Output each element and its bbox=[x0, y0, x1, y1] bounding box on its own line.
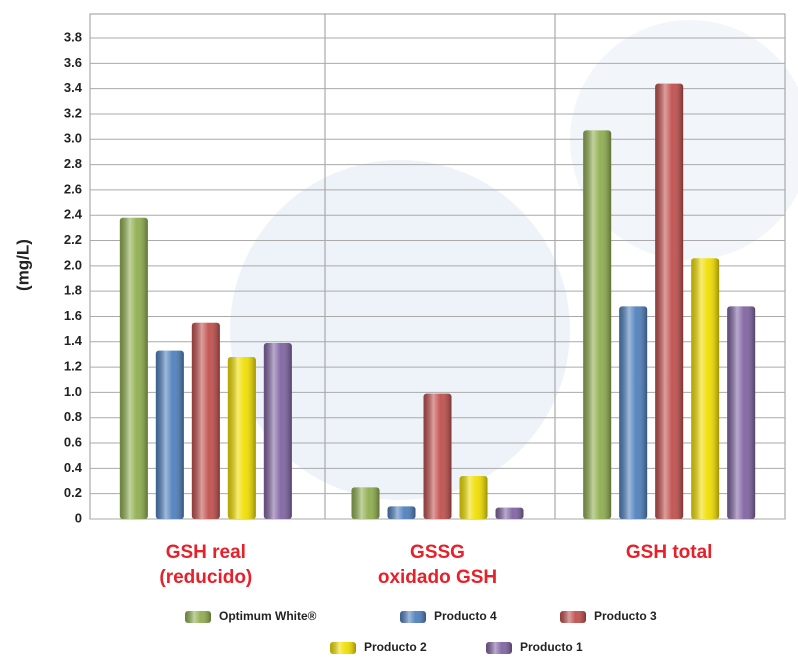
bar bbox=[155, 350, 184, 519]
legend-label: Optimum White® bbox=[219, 609, 317, 623]
bar bbox=[619, 306, 648, 519]
y-tick-label: 2.2 bbox=[64, 232, 82, 247]
y-tick-label: 0.4 bbox=[64, 460, 83, 475]
y-tick-label: 1.4 bbox=[64, 333, 83, 348]
y-tick-label: 2.0 bbox=[64, 257, 82, 272]
y-tick-label: 3.2 bbox=[64, 105, 82, 120]
y-tick-label: 1.8 bbox=[64, 283, 82, 298]
y-tick-label: 2.6 bbox=[64, 181, 82, 196]
background-shape bbox=[570, 20, 798, 260]
x-tick-label: GSSG oxidado GSH bbox=[377, 542, 498, 588]
bar bbox=[191, 322, 220, 519]
y-tick-label: 3.6 bbox=[64, 55, 82, 70]
bar bbox=[227, 356, 256, 519]
bar bbox=[263, 343, 292, 519]
legend-swatch-shading bbox=[330, 642, 356, 654]
y-tick-label: 1.2 bbox=[64, 359, 82, 374]
legend-swatch-shading bbox=[486, 642, 512, 654]
y-tick-label: 0.8 bbox=[64, 409, 82, 424]
bar bbox=[727, 306, 756, 519]
legend-swatch-shading bbox=[400, 611, 426, 623]
y-tick-label: 0.6 bbox=[64, 434, 82, 449]
legend-swatch-shading bbox=[185, 611, 211, 623]
bar bbox=[423, 393, 452, 519]
x-tick-label: GSH real (reducido) bbox=[159, 542, 253, 588]
y-tick-label: 1.6 bbox=[64, 308, 82, 323]
bar bbox=[691, 258, 720, 519]
legend-label: Producto 3 bbox=[594, 609, 657, 623]
y-tick-label: 2.4 bbox=[64, 207, 83, 222]
y-tick-label: 1.0 bbox=[64, 384, 82, 399]
bar bbox=[655, 83, 684, 519]
bar bbox=[387, 506, 416, 519]
legend-label: Producto 4 bbox=[434, 609, 497, 623]
background-shape bbox=[230, 160, 570, 500]
bar bbox=[459, 475, 488, 519]
y-axis-title: (mg/L) bbox=[13, 239, 32, 291]
bar bbox=[583, 130, 612, 519]
y-tick-label: 3.8 bbox=[64, 29, 82, 44]
x-tick-label: GSH total bbox=[625, 542, 713, 563]
y-tick-label: 0.2 bbox=[64, 485, 82, 500]
y-tick-label: 2.8 bbox=[64, 156, 82, 171]
bar bbox=[495, 507, 524, 519]
y-tick-label: 3.0 bbox=[64, 131, 82, 146]
bar bbox=[119, 217, 148, 519]
y-tick-label: 0 bbox=[75, 510, 82, 525]
legend-swatch-shading bbox=[560, 611, 586, 623]
legend-label: Producto 1 bbox=[520, 640, 583, 654]
bar bbox=[351, 487, 380, 519]
legend-label: Producto 2 bbox=[364, 640, 427, 654]
y-tick-label: 3.4 bbox=[64, 80, 83, 95]
